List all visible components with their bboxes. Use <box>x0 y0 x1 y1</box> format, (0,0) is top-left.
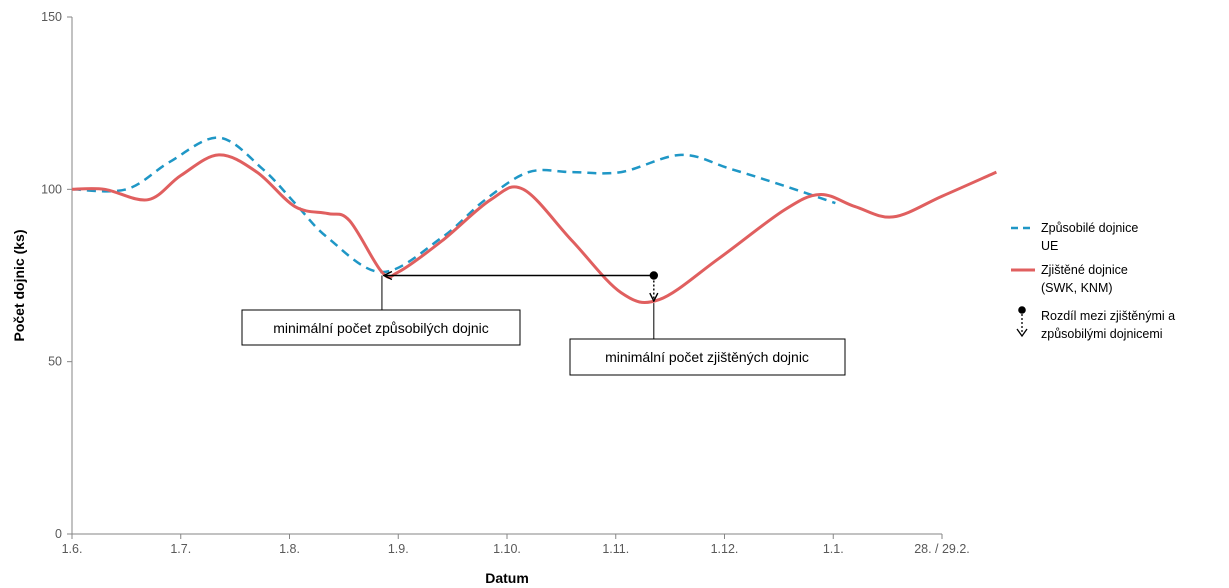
y-axis-title: Počet dojnic (ks) <box>11 229 27 341</box>
x-tick-label: 1.1. <box>823 542 844 556</box>
series-layer <box>71 136 998 305</box>
y-tick-label: 0 <box>55 527 62 541</box>
x-tick-label: 1.6. <box>62 542 83 556</box>
axes: 0 50 100 150 1.6. 1.7. 1.8. 1.9. 1.10. 1.11. 1.12.… <box>11 10 970 586</box>
legend: Způsobilé dojnice UE Zjištěné dojnice (SWK,… <box>1011 221 1175 341</box>
annotation-box-eligible <box>241 309 521 346</box>
x-tick-label: 1.11. <box>602 542 629 556</box>
legend-label-eligible-line2: UE <box>1041 239 1058 253</box>
legend-label-eligible: Způsobilé dojnice <box>1041 221 1138 235</box>
annotation-min-detected: minimální počet zjištěných dojnic <box>605 349 809 365</box>
difference-dot <box>649 271 659 280</box>
series-line-eligible-cows <box>71 136 836 274</box>
x-axis-title: Datum <box>485 570 529 586</box>
x-tick-label: 1.7. <box>170 542 191 556</box>
x-tick-label: 1.8. <box>279 542 300 556</box>
legend-label-detected: Zjištěné dojnice <box>1041 263 1128 277</box>
y-tick-label: 50 <box>48 355 62 369</box>
legend-label-difference-line2: způsobilými dojnicemi <box>1041 327 1163 341</box>
x-tick-label: 1.9. <box>388 542 409 556</box>
y-tick-label: 150 <box>41 10 62 24</box>
x-tick-label: 28. / 29.2. <box>914 542 970 556</box>
x-tick-label: 1.10. <box>493 542 521 556</box>
y-tick-label: 100 <box>41 182 62 196</box>
legend-label-detected-line2: (SWK, KNM) <box>1041 281 1113 295</box>
annotations-layer: minimální počet způsobilých dojnic minimá… <box>241 271 846 376</box>
legend-label-difference: Rozdíl mezi zjištěnými a <box>1041 309 1175 323</box>
legend-swatch-difference-arrow <box>1016 328 1028 338</box>
legend-swatch-difference-dot <box>1018 306 1026 314</box>
series-line-detected-cows <box>71 153 998 305</box>
annotation-min-eligible: minimální počet způsobilých dojnic <box>273 320 489 336</box>
annotation-box-detected <box>569 338 846 376</box>
x-tick-label: 1.12. <box>711 542 739 556</box>
